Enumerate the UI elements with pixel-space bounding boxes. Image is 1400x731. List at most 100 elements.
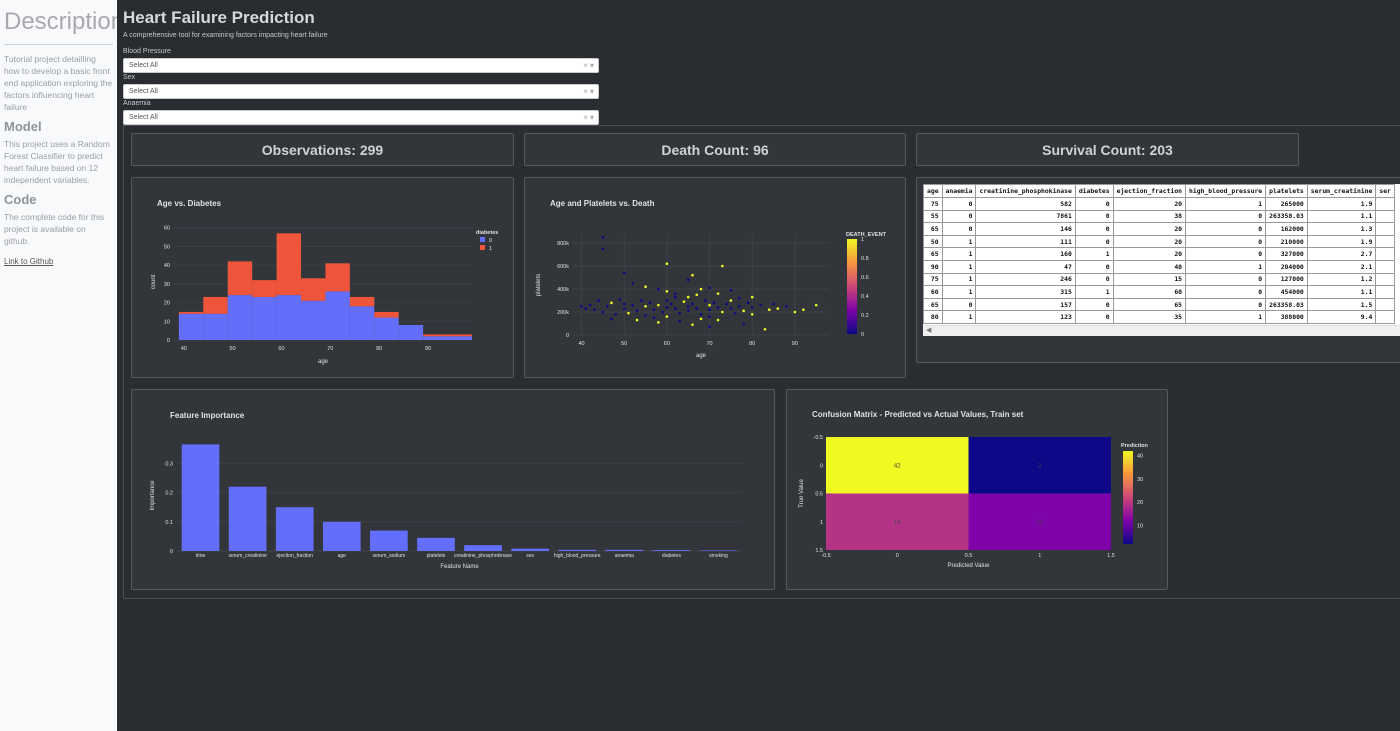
table-cell: 50 bbox=[923, 234, 943, 249]
bar-diabetes-1 bbox=[252, 280, 277, 297]
scatter-point bbox=[593, 308, 596, 312]
table-cell: 75 bbox=[923, 197, 943, 211]
anaemia-select[interactable]: Select All × ▾ bbox=[123, 110, 599, 125]
table-cell: 0 bbox=[1074, 272, 1114, 287]
table-cell: 20 bbox=[1112, 234, 1187, 249]
bar-diabetes-0 bbox=[398, 325, 424, 340]
column-header[interactable]: ejection_fraction bbox=[1112, 184, 1187, 198]
scatter-point bbox=[652, 308, 656, 312]
horizontal-scrollbar[interactable]: ◀ bbox=[923, 325, 1400, 336]
scatter-point bbox=[622, 307, 626, 310]
scatter-point bbox=[597, 299, 600, 302]
table-cell: 327000 bbox=[1265, 247, 1308, 261]
column-header[interactable]: platelets bbox=[1265, 184, 1308, 198]
cell-value: 12 bbox=[1036, 520, 1043, 526]
page-subtitle: A comprehensive tool for examining facto… bbox=[123, 32, 328, 39]
column-header[interactable]: age bbox=[923, 184, 943, 198]
scatter-point bbox=[746, 301, 750, 305]
scatter-point bbox=[661, 310, 664, 314]
table-cell: 2.1 bbox=[1306, 259, 1377, 274]
bar-diabetes-0 bbox=[374, 317, 399, 340]
column-header[interactable]: diabetes bbox=[1074, 184, 1114, 198]
table-cell: 38 bbox=[1112, 209, 1187, 224]
colorbar-tick: 1 bbox=[861, 237, 864, 243]
dashboard-content: Observations: 299 Death Count: 96 Surviv… bbox=[123, 125, 1400, 599]
scatter-point bbox=[657, 321, 660, 324]
chart-title: Age vs. Diabetes bbox=[157, 199, 222, 208]
heatmap-cell bbox=[826, 437, 969, 494]
table-header-row: age anaemia creatinine_phosphokinase diabet… bbox=[923, 184, 1395, 198]
table-cell: 315 bbox=[975, 285, 1076, 299]
table-cell: 210000 bbox=[1265, 234, 1308, 249]
table-cell: 454000 bbox=[1265, 285, 1308, 299]
y-tick-label: 1 bbox=[820, 520, 823, 526]
table-cell bbox=[1375, 310, 1395, 324]
x-tick-label: 60 bbox=[664, 341, 670, 347]
scroll-left-icon[interactable]: ◀ bbox=[926, 327, 932, 334]
table-cell: 204000 bbox=[1265, 259, 1308, 274]
bar-diabetes-0 bbox=[276, 295, 302, 340]
clear-dropdown-icon[interactable]: × ▾ bbox=[583, 113, 594, 122]
x-tick-label: anaemia bbox=[615, 553, 634, 559]
x-tick-label: high_blood_pressure bbox=[554, 553, 601, 559]
table-row: 65 1 160 1 20 0 327000 2.7 bbox=[923, 247, 1395, 261]
table-cell: 1.5 bbox=[1306, 297, 1377, 312]
scatter-point bbox=[712, 301, 716, 305]
colorbar-title: Prediction bbox=[1121, 443, 1149, 449]
github-link[interactable]: Link to Github bbox=[4, 257, 54, 266]
y-tick-label: 600k bbox=[557, 264, 569, 270]
scatter-point bbox=[691, 323, 694, 326]
importance-bar bbox=[605, 549, 644, 551]
scatter-point bbox=[584, 307, 588, 310]
clear-dropdown-icon[interactable]: × ▾ bbox=[583, 87, 594, 96]
table-cell: 1 bbox=[941, 259, 977, 274]
table-cell: 160 bbox=[975, 247, 1076, 261]
importance-bar bbox=[652, 550, 691, 551]
scatter-point bbox=[721, 310, 724, 314]
table-cell: 7861 bbox=[975, 209, 1076, 224]
legend-swatch-0 bbox=[480, 237, 485, 242]
heatmap-cell bbox=[968, 493, 1111, 550]
scatter-point bbox=[682, 300, 686, 303]
blood-pressure-select[interactable]: Select All × ▾ bbox=[123, 58, 599, 73]
scatter-point bbox=[750, 295, 754, 299]
feature-importance-chart: Feature Importance 0 0.1 0.2 0.3 time serum_cr… bbox=[150, 411, 742, 570]
select-value: Select All bbox=[129, 62, 158, 69]
scatter-point bbox=[635, 309, 639, 313]
x-tick-label: 90 bbox=[425, 346, 431, 352]
chart-title: Age and Platelets vs. Death bbox=[550, 199, 655, 208]
colorbar-tick: 0 bbox=[861, 332, 864, 338]
bar-diabetes-0 bbox=[178, 313, 204, 340]
data-table-container[interactable]: age anaemia creatinine_phosphokinase diabet… bbox=[923, 184, 1400, 336]
colorbar bbox=[847, 239, 857, 334]
scatter-point bbox=[716, 306, 720, 309]
heatmap-cell bbox=[968, 437, 1111, 494]
sex-select[interactable]: Select All × ▾ bbox=[123, 84, 599, 99]
table-cell: 20 bbox=[1112, 247, 1187, 261]
table-cell: 0 bbox=[1074, 222, 1114, 236]
column-header[interactable]: serum_creatinine bbox=[1306, 184, 1377, 198]
clear-dropdown-icon[interactable]: × ▾ bbox=[583, 61, 594, 70]
colorbar-tick: 0.8 bbox=[861, 256, 869, 262]
y-tick-label: 400k bbox=[557, 287, 569, 293]
table-cell: 0 bbox=[1074, 197, 1114, 211]
table-cell bbox=[1375, 297, 1395, 312]
column-header[interactable]: anaemia bbox=[941, 184, 977, 198]
code-text: The complete code for this project is av… bbox=[4, 212, 105, 246]
filter-label-blood-pressure: Blood Pressure bbox=[123, 48, 171, 55]
table-cell: 1.1 bbox=[1306, 285, 1377, 299]
column-header[interactable]: high_blood_pressure bbox=[1185, 184, 1267, 198]
importance-bar bbox=[417, 537, 455, 551]
table-cell: 1.9 bbox=[1306, 197, 1377, 211]
column-header[interactable]: creatinine_phosphokinase bbox=[975, 184, 1076, 198]
scatter-point bbox=[708, 286, 711, 290]
column-header[interactable]: ser bbox=[1375, 184, 1395, 198]
table-cell: 1 bbox=[1074, 247, 1114, 261]
y-tick-label: 0 bbox=[170, 549, 173, 555]
scatter-point bbox=[622, 302, 626, 306]
bar-diabetes-0 bbox=[447, 336, 472, 340]
table-cell: 127000 bbox=[1265, 272, 1308, 287]
age-diabetes-chart-card: Age vs. Diabetes 0 10 20 30 40 50 60 40 50 60 70 80 9… bbox=[131, 177, 514, 378]
y-tick-label: 0.5 bbox=[815, 492, 823, 498]
y-axis-label: count bbox=[151, 274, 157, 289]
